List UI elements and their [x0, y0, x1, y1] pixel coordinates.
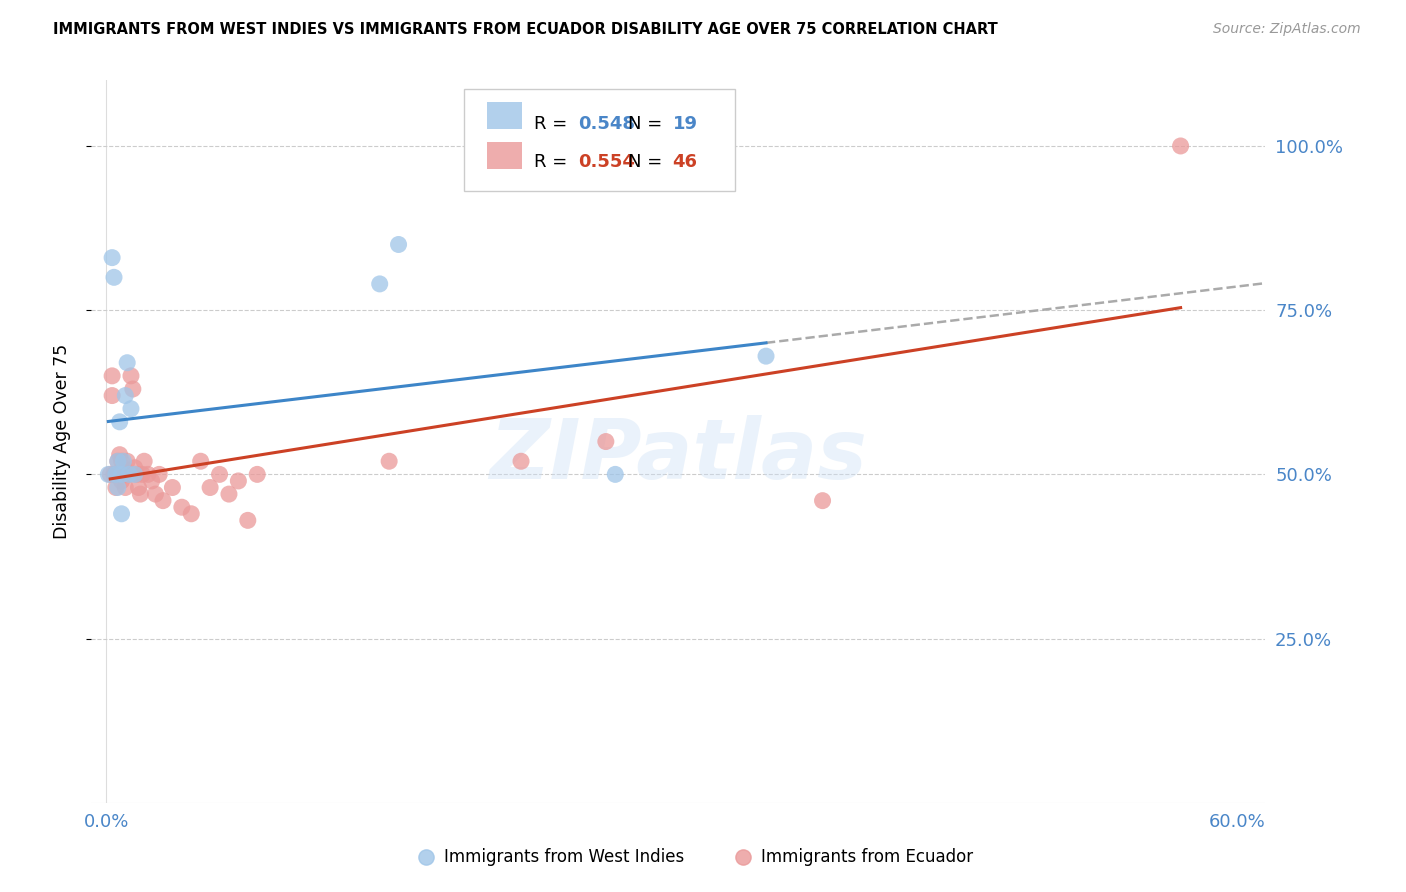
- Point: [107, 467, 129, 482]
- Point: [115, 356, 138, 370]
- Point: [124, 460, 146, 475]
- Point: [107, 454, 129, 468]
- Point: [120, 368, 142, 383]
- Point: [108, 448, 131, 462]
- Point: [246, 467, 269, 482]
- Text: 46: 46: [672, 153, 697, 171]
- Y-axis label: Disability Age Over 75: Disability Age Over 75: [52, 344, 70, 539]
- Point: [110, 507, 132, 521]
- Point: [128, 481, 150, 495]
- Point: [125, 467, 148, 482]
- Point: [387, 237, 409, 252]
- Point: [118, 467, 141, 482]
- Point: [108, 415, 131, 429]
- Text: R =: R =: [534, 115, 574, 133]
- Point: [120, 401, 142, 416]
- Text: Immigrants from West Indies: Immigrants from West Indies: [443, 848, 683, 866]
- Point: [101, 251, 124, 265]
- Point: [198, 481, 221, 495]
- Text: Immigrants from Ecuador: Immigrants from Ecuador: [761, 848, 973, 866]
- Text: 0.548: 0.548: [579, 115, 636, 133]
- Point: [98, 467, 121, 482]
- Point: [378, 454, 401, 468]
- Point: [170, 500, 193, 515]
- Point: [134, 454, 156, 468]
- Point: [107, 454, 129, 468]
- Text: IMMIGRANTS FROM WEST INDIES VS IMMIGRANTS FROM ECUADOR DISABILITY AGE OVER 75 CO: IMMIGRANTS FROM WEST INDIES VS IMMIGRANT…: [53, 22, 998, 37]
- Point: [595, 434, 617, 449]
- Text: ZIPatlas: ZIPatlas: [489, 416, 868, 497]
- Point: [218, 487, 240, 501]
- Point: [228, 474, 250, 488]
- Point: [115, 454, 138, 468]
- Point: [103, 467, 125, 482]
- Point: [108, 467, 131, 482]
- Point: [1170, 139, 1192, 153]
- Point: [110, 467, 132, 482]
- Text: 19: 19: [672, 115, 697, 133]
- Point: [104, 467, 127, 482]
- Point: [107, 481, 129, 495]
- FancyBboxPatch shape: [464, 89, 735, 191]
- Point: [136, 467, 159, 482]
- Point: [236, 513, 259, 527]
- Point: [104, 481, 127, 495]
- Point: [97, 467, 120, 482]
- Point: [148, 467, 170, 482]
- Point: [145, 487, 167, 501]
- Point: [368, 277, 391, 291]
- Point: [755, 349, 778, 363]
- Point: [162, 481, 184, 495]
- Point: [112, 467, 135, 482]
- FancyBboxPatch shape: [486, 142, 522, 169]
- Point: [131, 467, 153, 482]
- Point: [104, 467, 127, 482]
- Point: [605, 467, 627, 482]
- Point: [124, 467, 146, 482]
- Point: [510, 454, 533, 468]
- Point: [141, 474, 163, 488]
- Point: [101, 388, 124, 402]
- Point: [114, 481, 136, 495]
- Text: 0.554: 0.554: [579, 153, 636, 171]
- Point: [110, 454, 132, 468]
- Point: [121, 382, 143, 396]
- Point: [118, 467, 141, 482]
- Point: [152, 493, 174, 508]
- Point: [811, 493, 834, 508]
- Point: [190, 454, 212, 468]
- Point: [114, 467, 136, 482]
- Point: [114, 388, 136, 402]
- Point: [180, 507, 202, 521]
- Point: [208, 467, 231, 482]
- Text: Source: ZipAtlas.com: Source: ZipAtlas.com: [1213, 22, 1361, 37]
- Point: [103, 270, 125, 285]
- Point: [129, 487, 152, 501]
- Point: [112, 460, 135, 475]
- Point: [101, 368, 124, 383]
- Point: [112, 454, 135, 468]
- Point: [110, 474, 132, 488]
- Text: N =: N =: [628, 153, 668, 171]
- Text: R =: R =: [534, 153, 574, 171]
- Text: N =: N =: [628, 115, 668, 133]
- FancyBboxPatch shape: [486, 102, 522, 129]
